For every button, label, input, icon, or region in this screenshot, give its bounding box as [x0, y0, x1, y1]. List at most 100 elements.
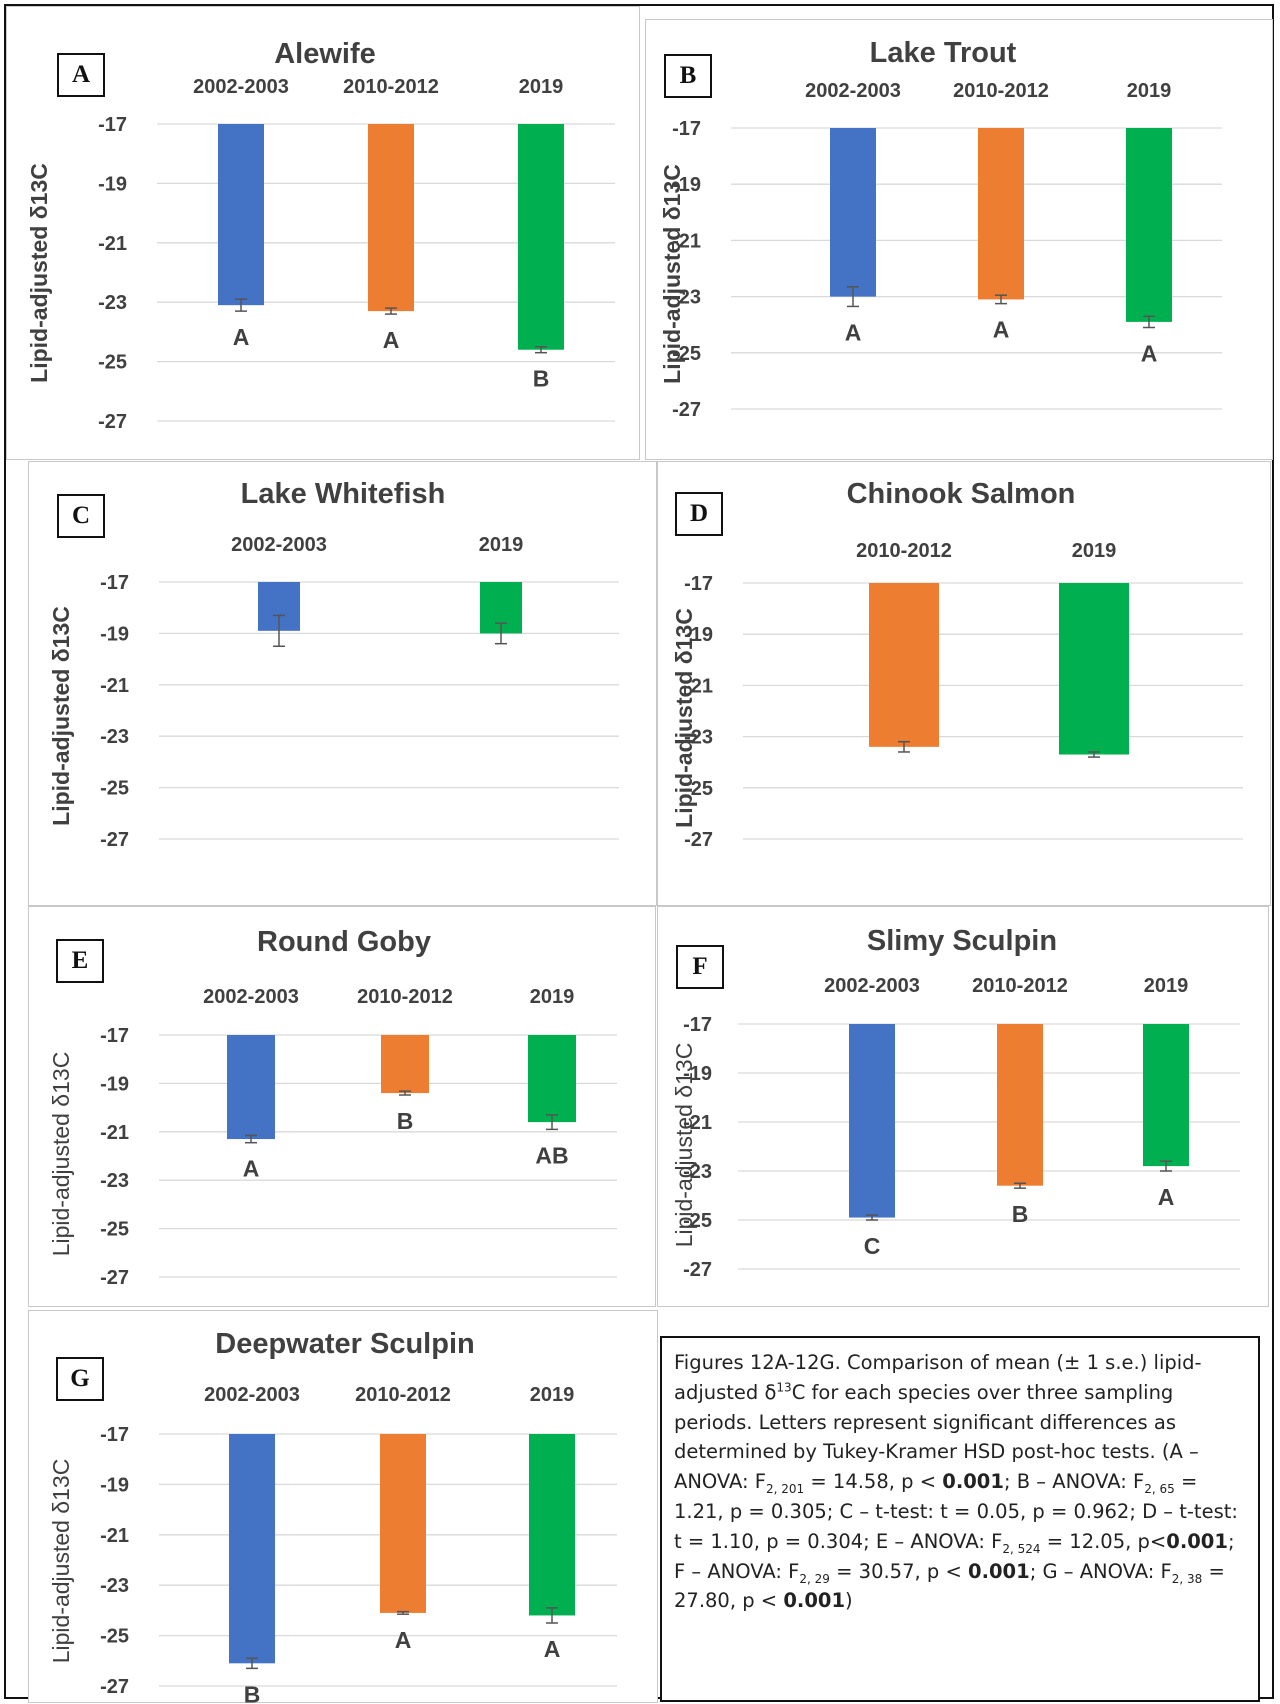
- caption-text-10: = 27.80, p <: [674, 1559, 1225, 1613]
- chart-svg: -17 -19 -21 -23 -25 -27 Deepwater Sculpin Lipid…: [48, 1328, 617, 1704]
- panel-letter: F: [676, 945, 724, 989]
- y-axis-label: Lipid-adjusted δ13C: [48, 606, 74, 826]
- chart-title: Deepwater Sculpin: [215, 1328, 474, 1360]
- caption-bold-e: 0.001: [1166, 1529, 1228, 1553]
- y-tick-label: -25: [672, 343, 701, 365]
- significance-letter: AB: [535, 1142, 568, 1168]
- y-tick-label: -23: [100, 726, 129, 748]
- significance-letter: A: [395, 1627, 412, 1653]
- significance-letter: A: [243, 1156, 260, 1182]
- chart-svg: -17 -19 -21 -23 -25 -27 Slimy Sculpin Lipid-adj…: [671, 925, 1240, 1281]
- y-tick-label: -27: [100, 1676, 129, 1698]
- y-tick-label: -23: [672, 287, 701, 309]
- chart-title: Round Goby: [257, 926, 431, 958]
- category-label: 2019: [1127, 80, 1172, 102]
- category-label: 2019: [530, 986, 575, 1008]
- y-tick-label: -25: [100, 778, 129, 800]
- significance-letter: A: [233, 324, 250, 350]
- category-label: 2010-2012: [357, 986, 453, 1008]
- bar: [1059, 583, 1129, 755]
- y-tick-label: -21: [672, 230, 701, 252]
- bar: [830, 128, 876, 297]
- y-tick-label: -19: [100, 1073, 129, 1095]
- chart-title: Lake Trout: [870, 37, 1017, 69]
- caption-df-g: 2, 38: [1171, 1571, 1203, 1586]
- y-tick-label: -21: [100, 1122, 129, 1144]
- y-tick-label: -27: [100, 829, 129, 851]
- chart-title: Slimy Sculpin: [867, 925, 1057, 957]
- caption-df-e: 2, 524: [1002, 1541, 1041, 1556]
- significance-letter: B: [1012, 1201, 1029, 1227]
- caption-text-11: ): [845, 1589, 853, 1613]
- category-label: 2019: [1072, 540, 1117, 562]
- significance-letter: B: [397, 1108, 414, 1134]
- y-tick-label: -25: [100, 1219, 129, 1241]
- y-tick-label: -25: [100, 1626, 129, 1648]
- significance-letter: A: [1141, 341, 1158, 367]
- y-tick-label: -27: [672, 399, 701, 421]
- panel-letter: D: [675, 492, 723, 536]
- caption-df-f: 2, 29: [799, 1571, 830, 1586]
- category-label: 2010-2012: [343, 76, 439, 98]
- y-tick-label: -17: [100, 1424, 129, 1446]
- y-tick-label: -23: [98, 292, 127, 314]
- caption-bold-f: 0.001: [968, 1559, 1030, 1583]
- y-axis-label: Lipid-adjusted δ13C: [26, 163, 52, 383]
- caption-text-2: C for each species over three sampling p…: [674, 1380, 1199, 1494]
- bar: [229, 1434, 275, 1664]
- category-label: 2002-2003: [204, 1384, 300, 1406]
- y-axis-label: Lipid-adjusted δ13C: [659, 164, 685, 384]
- y-tick-label: -17: [100, 572, 129, 594]
- caption-text-9: ; G – ANOVA: F: [1029, 1559, 1172, 1583]
- category-label: 2019: [479, 534, 524, 556]
- y-axis-label: Lipid-adjusted δ13C: [48, 1459, 74, 1664]
- bar: [529, 1434, 575, 1616]
- y-tick-label: -27: [684, 829, 713, 851]
- significance-letter: A: [544, 1636, 561, 1662]
- y-axis-label: Lipid-adjusted δ13C: [671, 608, 697, 828]
- panel-b: -17 -19 -21 -23 -25 -27 Lake Trout Lipid-adjust…: [645, 19, 1273, 460]
- y-tick-label: -21: [684, 675, 713, 697]
- category-label: 2002-2003: [805, 80, 901, 102]
- category-label: 2019: [530, 1384, 575, 1406]
- y-tick-label: -25: [684, 778, 713, 800]
- chart-svg: -17 -19 -21 -23 -25 -27 Lake Trout Lipid-adjust…: [659, 37, 1222, 421]
- bar: [218, 124, 264, 306]
- caption-text-6: = 12.05, p<: [1040, 1529, 1167, 1553]
- y-tick-label: -27: [100, 1267, 129, 1289]
- bar: [1126, 128, 1172, 322]
- panel-g: -17 -19 -21 -23 -25 -27 Deepwater Sculpin Lipid…: [28, 1310, 658, 1704]
- bar: [528, 1035, 576, 1123]
- y-axis-label: Lipid-adjusted δ13C: [48, 1052, 74, 1257]
- category-label: 2010-2012: [355, 1384, 451, 1406]
- caption-df-b: 2, 65: [1144, 1482, 1175, 1497]
- y-tick-label: -21: [98, 233, 127, 255]
- y-tick-label: -17: [684, 573, 713, 595]
- significance-letter: B: [533, 366, 550, 392]
- y-tick-label: -17: [683, 1014, 712, 1036]
- category-label: 2010-2012: [856, 540, 952, 562]
- y-tick-label: -27: [98, 411, 127, 433]
- bar: [368, 124, 414, 312]
- y-tick-label: -19: [683, 1063, 712, 1085]
- significance-letter: B: [244, 1681, 261, 1704]
- bar: [869, 583, 939, 747]
- chart-svg: -17 -19 -21 -23 -25 -27 Lake Whitefish Lipid-ad…: [48, 478, 619, 851]
- category-label: 2002-2003: [231, 534, 327, 556]
- y-tick-label: -17: [98, 114, 127, 136]
- y-tick-label: -19: [672, 174, 701, 196]
- caption-bold-a: 0.001: [942, 1470, 1004, 1494]
- chart-svg: -17 -19 -21 -23 -25 -27 Alewife Lipid-adjusted …: [26, 38, 615, 433]
- bar: [978, 128, 1024, 300]
- bar: [227, 1035, 275, 1140]
- category-label: 2019: [1144, 975, 1189, 997]
- y-tick-label: -19: [100, 623, 129, 645]
- y-axis-label: Lipid-adjusted δ13C: [671, 1043, 697, 1248]
- chart-title: Chinook Salmon: [847, 478, 1076, 510]
- y-tick-label: -25: [683, 1210, 712, 1232]
- caption-df-a: 2, 201: [766, 1482, 805, 1497]
- caption-bold-g: 0.001: [783, 1589, 846, 1613]
- caption-text-5: = 1.21, p = 0.305; C – t-test: t = 0.05,…: [674, 1470, 1238, 1553]
- panel-letter: A: [57, 53, 105, 97]
- y-tick-label: -17: [672, 118, 701, 140]
